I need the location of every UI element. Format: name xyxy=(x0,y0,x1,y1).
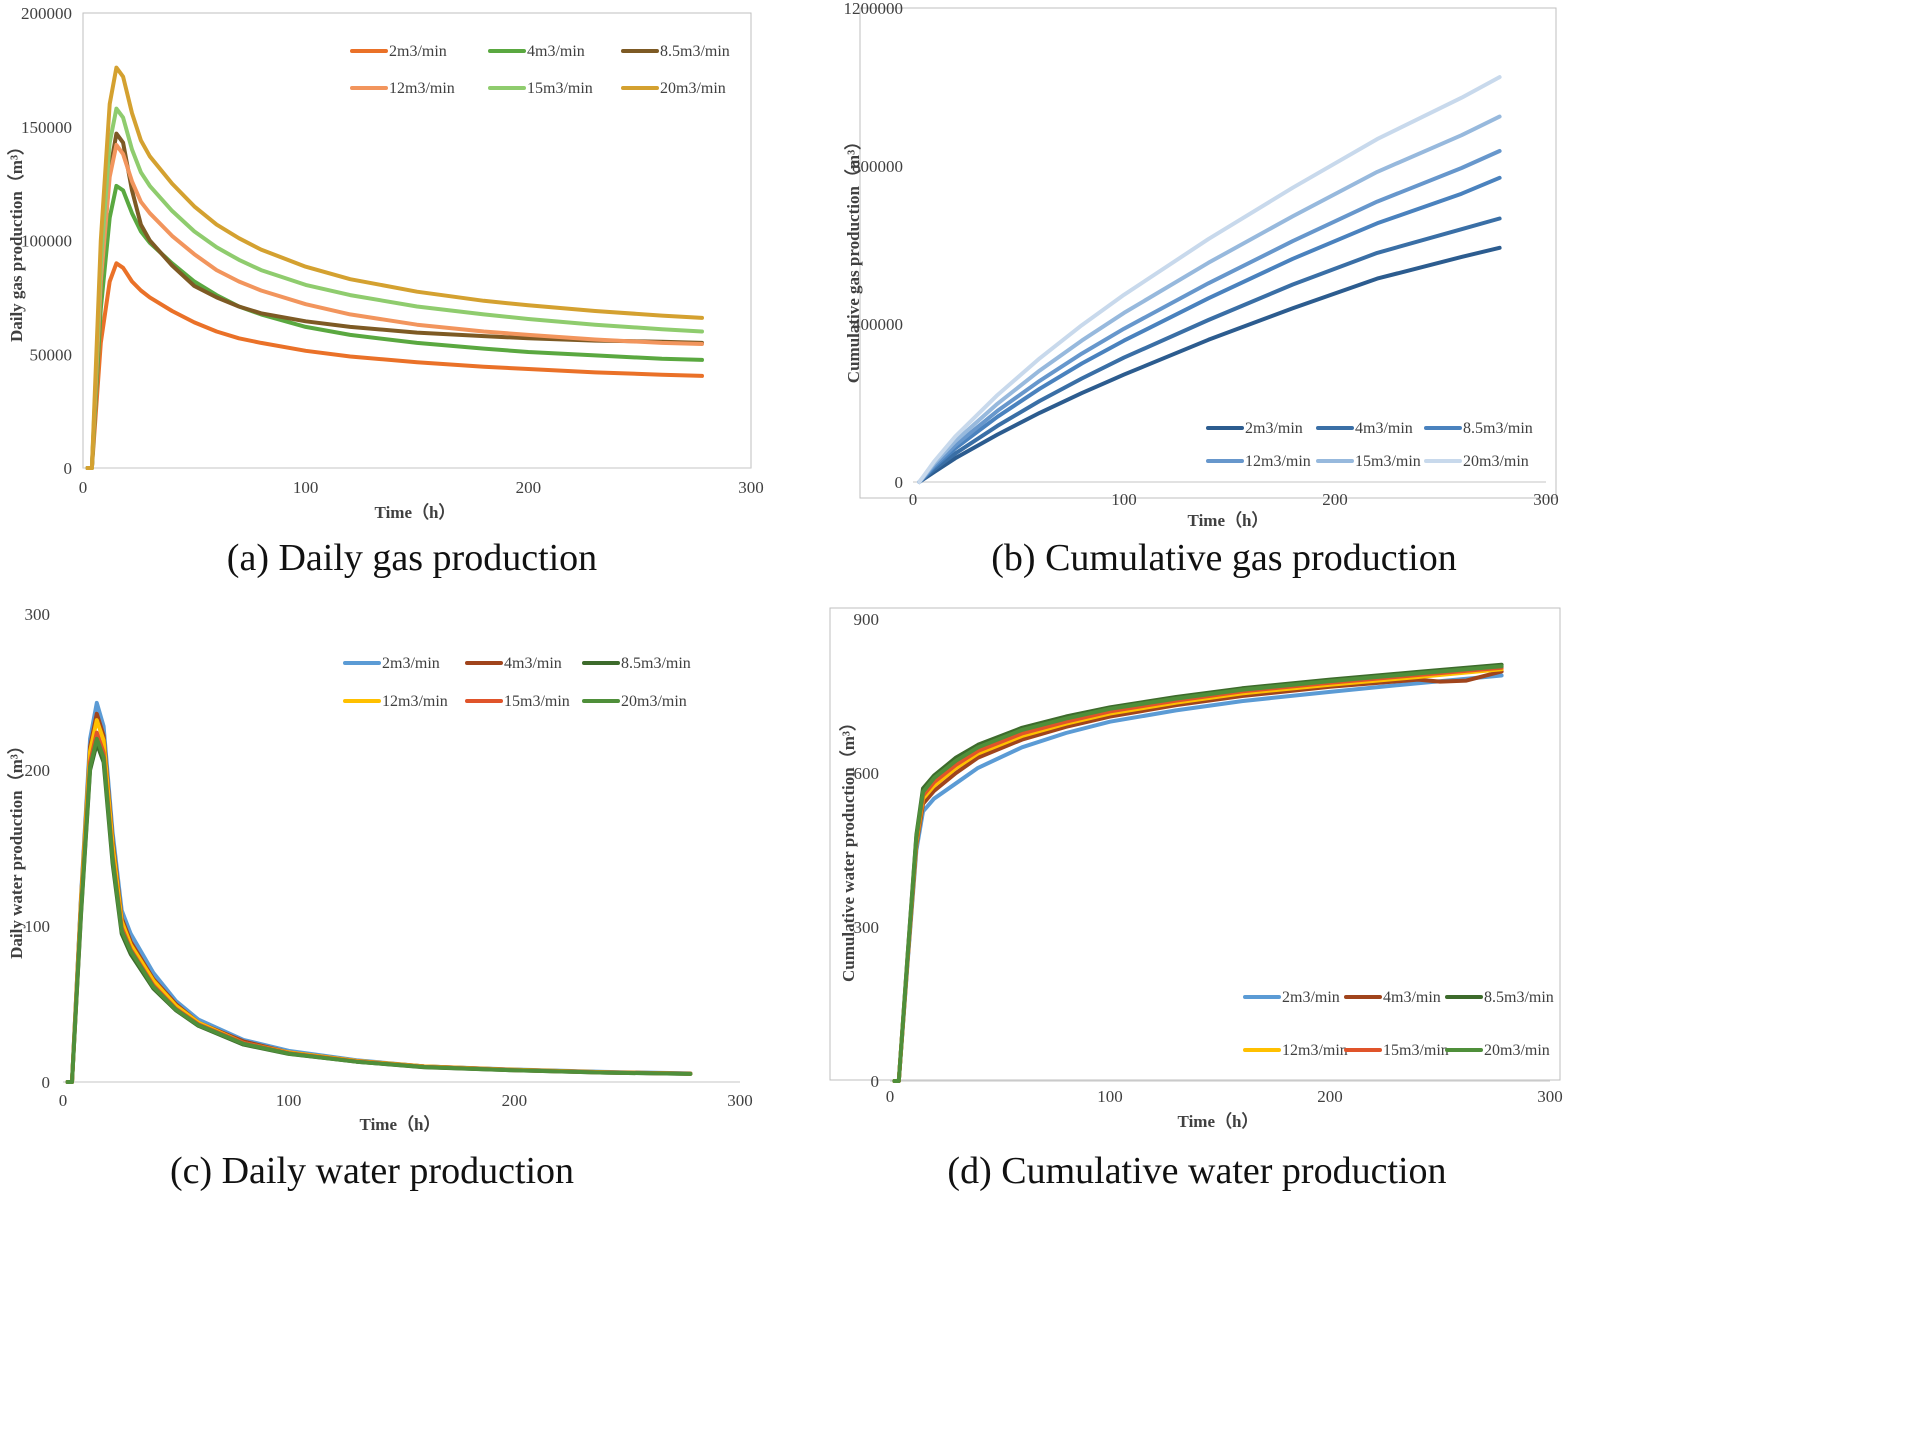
legend-label: 12m3/min xyxy=(389,80,455,97)
series-line-4m3/min xyxy=(85,183,704,470)
series-line-4m3/min xyxy=(917,216,1502,484)
legend-label: 15m3/min xyxy=(1355,453,1421,470)
series-line-15m3/min xyxy=(892,665,1504,1083)
y-tick-label: 0 xyxy=(64,459,73,478)
y-tick-label: 200 xyxy=(25,761,51,780)
y-tick-label: 200000 xyxy=(21,4,72,23)
legend-label: 4m3/min xyxy=(527,43,585,60)
series-line-4m3/min xyxy=(892,669,1504,1083)
x-tick-label: 0 xyxy=(909,490,918,509)
y-tick-label: 150000 xyxy=(21,118,72,137)
chart-border xyxy=(829,607,1561,1081)
x-tick-label: 100 xyxy=(293,478,319,497)
x-tick-label: 0 xyxy=(886,1087,895,1106)
x-tick-label: 200 xyxy=(1322,490,1348,509)
series-line-2m3/min xyxy=(85,261,704,470)
series-line-4m3/min xyxy=(65,711,693,1084)
y-tick-label: 300 xyxy=(25,605,51,624)
chart-a: 0 50000 100000 150000 200000 0 100 200 300 Time（h… xyxy=(6,4,764,579)
y-axis-title: Daily gas production（m³） xyxy=(6,138,26,342)
x-tick-label: 200 xyxy=(1317,1087,1343,1106)
x-axis-title: Time（h） xyxy=(1188,510,1269,530)
legend-label: 8.5m3/min xyxy=(1484,989,1554,1006)
y-axis-title: Cumulative gas production（m³） xyxy=(843,133,863,383)
legend-label: 4m3/min xyxy=(1355,420,1413,437)
y-tick-label: 800000 xyxy=(852,157,903,176)
x-tick-label: 0 xyxy=(59,1091,68,1110)
legend-label: 2m3/min xyxy=(1282,989,1340,1006)
legend-label: 15m3/min xyxy=(504,693,570,710)
series-line-15m3/min xyxy=(85,106,704,470)
y-tick-label: 100000 xyxy=(21,232,72,251)
x-axis-title: Time（h） xyxy=(360,1114,441,1134)
series-line-2m3/min xyxy=(65,700,693,1084)
chart-caption: (b) Cumulative gas production xyxy=(991,537,1456,579)
series-line-8.5m3/min xyxy=(892,662,1504,1083)
chart-caption: (a) Daily gas production xyxy=(227,537,597,579)
x-tick-label: 300 xyxy=(738,478,764,497)
y-axis-title: Daily water production（m³） xyxy=(6,737,26,959)
x-axis-title: Time（h） xyxy=(375,502,456,522)
x-tick-label: 100 xyxy=(276,1091,302,1110)
chart-d: 0 300 600 900 0 100 200 300 Time（h） Cumulative wa… xyxy=(829,607,1563,1192)
x-tick-label: 0 xyxy=(79,478,88,497)
series-line-12m3/min xyxy=(65,718,693,1084)
legend-label: 12m3/min xyxy=(382,693,448,710)
series-line-2m3/min xyxy=(917,245,1502,484)
legend-label: 15m3/min xyxy=(1383,1042,1449,1059)
series-line-15m3/min xyxy=(65,730,693,1084)
legend-label: 8.5m3/min xyxy=(621,655,691,672)
series-line-8.5m3/min xyxy=(65,741,693,1084)
series-line-8.5m3/min xyxy=(917,175,1502,484)
legend-label: 20m3/min xyxy=(1484,1042,1550,1059)
legend-label: 20m3/min xyxy=(1463,453,1529,470)
x-tick-label: 100 xyxy=(1111,490,1137,509)
legend-label: 15m3/min xyxy=(527,80,593,97)
series-line-12m3/min xyxy=(917,149,1502,484)
y-tick-label: 0 xyxy=(895,473,904,492)
series-line-20m3/min xyxy=(85,65,704,470)
legend-label: 2m3/min xyxy=(1245,420,1303,437)
y-tick-label: 50000 xyxy=(30,345,73,364)
y-tick-label: 100 xyxy=(25,917,51,936)
chart-caption: (c) Daily water production xyxy=(170,1150,574,1192)
series-line-20m3/min xyxy=(65,736,693,1084)
series-line-20m3/min xyxy=(917,75,1502,484)
x-tick-label: 200 xyxy=(502,1091,528,1110)
y-tick-label: 900 xyxy=(854,610,880,629)
series-line-20m3/min xyxy=(892,664,1504,1083)
chart-caption: (d) Cumulative water production xyxy=(947,1150,1446,1192)
legend-label: 2m3/min xyxy=(389,43,447,60)
series-line-15m3/min xyxy=(917,114,1502,484)
x-tick-label: 300 xyxy=(1537,1087,1563,1106)
chart-border xyxy=(859,7,1557,499)
legend-label: 4m3/min xyxy=(1383,989,1441,1006)
legend-label: 20m3/min xyxy=(660,80,726,97)
series-line-12m3/min xyxy=(85,142,704,470)
x-axis-title: Time（h） xyxy=(1178,1111,1259,1131)
legend-label: 12m3/min xyxy=(1282,1042,1348,1059)
y-tick-label: 600 xyxy=(854,764,880,783)
y-axis-title: Cumulative water production（m³） xyxy=(838,714,858,982)
legend-label: 8.5m3/min xyxy=(1463,420,1533,437)
y-tick-label: 0 xyxy=(42,1073,51,1092)
legend-label: 4m3/min xyxy=(504,655,562,672)
chart-c: 0 100 200 300 0 100 200 300 Time（h） Daily water p… xyxy=(6,605,753,1192)
chart-b: 0 400000 800000 1200000 0 100 200 300 Time（h） Cum… xyxy=(843,0,1559,579)
y-tick-label: 300 xyxy=(854,918,880,937)
y-tick-label: 400000 xyxy=(852,315,903,334)
legend-label: 2m3/min xyxy=(382,655,440,672)
y-tick-label: 0 xyxy=(871,1072,880,1091)
x-tick-label: 300 xyxy=(727,1091,753,1110)
legend-label: 12m3/min xyxy=(1245,453,1311,470)
series-line-2m3/min xyxy=(892,673,1504,1083)
series-line-12m3/min xyxy=(892,667,1504,1083)
y-tick-label: 1200000 xyxy=(844,0,904,18)
x-tick-label: 100 xyxy=(1097,1087,1123,1106)
x-tick-label: 200 xyxy=(516,478,542,497)
x-tick-label: 300 xyxy=(1533,490,1559,509)
legend-label: 8.5m3/min xyxy=(660,43,730,60)
legend-label: 20m3/min xyxy=(621,693,687,710)
